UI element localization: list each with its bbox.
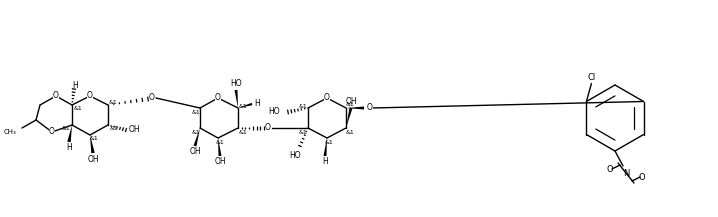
Text: O: O (607, 164, 613, 174)
Text: N: N (623, 168, 629, 178)
Polygon shape (235, 90, 238, 108)
Text: &1: &1 (192, 110, 200, 115)
Text: Cl: Cl (587, 73, 595, 82)
Text: &1: &1 (215, 140, 224, 146)
Text: &1: &1 (345, 130, 355, 135)
Text: &1: &1 (299, 104, 307, 108)
Polygon shape (194, 128, 200, 146)
Text: HO: HO (269, 107, 280, 117)
Text: O: O (265, 123, 271, 133)
Polygon shape (324, 138, 327, 156)
Text: OH: OH (345, 97, 357, 107)
Text: &1: &1 (110, 125, 118, 130)
Text: &1: &1 (238, 104, 248, 108)
Text: O: O (639, 173, 645, 181)
Text: O: O (324, 94, 330, 102)
Text: O: O (367, 104, 373, 112)
Polygon shape (346, 108, 353, 128)
Text: H: H (72, 81, 78, 89)
Text: &1: &1 (325, 140, 333, 146)
Text: HO: HO (289, 151, 301, 161)
Text: O: O (215, 94, 221, 102)
Text: &1: &1 (74, 105, 83, 110)
Text: &1: &1 (90, 136, 98, 141)
Text: &1: &1 (238, 130, 248, 135)
Text: &1: &1 (345, 102, 355, 107)
Text: OH: OH (129, 125, 140, 135)
Text: O: O (49, 128, 55, 136)
Polygon shape (90, 135, 95, 153)
Text: &1: &1 (62, 125, 70, 130)
Text: CH₃: CH₃ (4, 129, 16, 135)
Text: OH: OH (87, 155, 99, 163)
Polygon shape (218, 138, 221, 156)
Polygon shape (238, 103, 252, 108)
Text: O: O (87, 92, 93, 100)
Polygon shape (67, 125, 72, 142)
Text: &1: &1 (108, 100, 117, 105)
Text: O: O (149, 94, 155, 102)
Text: &1: &1 (299, 130, 307, 135)
Polygon shape (346, 107, 364, 110)
Text: &1: &1 (192, 130, 200, 135)
Text: OH: OH (189, 148, 201, 156)
Text: H: H (254, 100, 260, 108)
Text: H: H (66, 143, 72, 151)
Text: O: O (53, 92, 59, 100)
Text: OH: OH (214, 158, 226, 166)
Text: H: H (322, 156, 328, 166)
Text: HO: HO (230, 79, 242, 89)
